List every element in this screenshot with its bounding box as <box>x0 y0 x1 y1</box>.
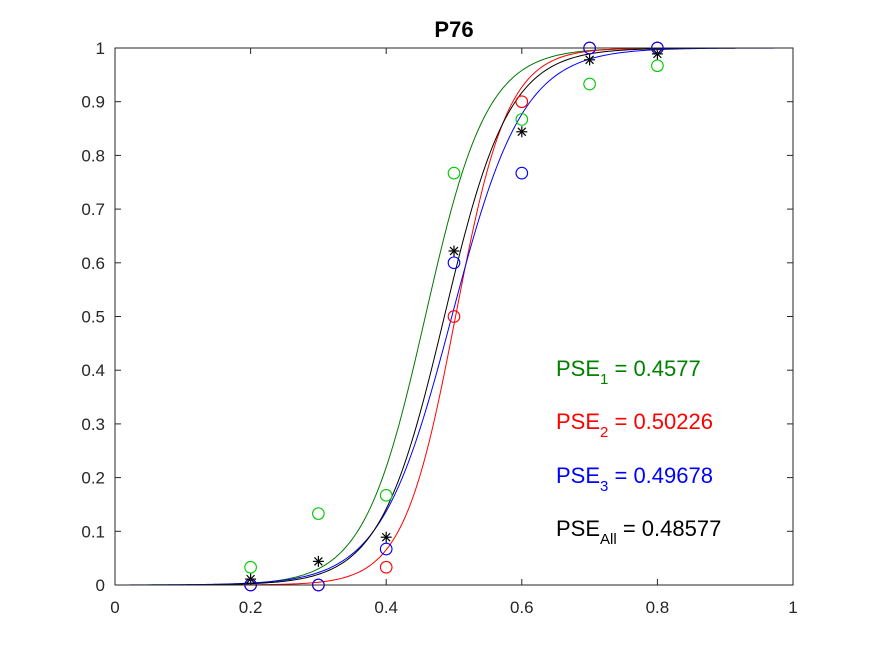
x-tick-label: 0.4 <box>374 598 398 617</box>
y-tick-label: 0.8 <box>81 146 105 165</box>
y-tick-label: 0.2 <box>81 469 105 488</box>
y-tick-label: 0 <box>96 576 105 595</box>
pse-value: = 0.48577 <box>617 516 722 541</box>
pse-value: = 0.49678 <box>608 463 713 488</box>
data-point-circle-series-1 <box>379 488 393 502</box>
pse-subscript: 2 <box>600 424 608 441</box>
pse-prefix: PSE <box>556 516 600 541</box>
y-tick-label: 0.1 <box>81 522 105 541</box>
y-tick-label: 1 <box>96 39 105 58</box>
data-point-asterisk <box>380 531 392 543</box>
chart-title: P76 <box>434 17 473 42</box>
pse-annotation-2: PSE2 = 0.50226 <box>556 409 713 441</box>
pse-annotation-3: PSE3 = 0.49678 <box>556 463 713 495</box>
data-point-circle-series-2 <box>447 310 461 323</box>
data-point-asterisk <box>516 126 528 138</box>
data-point-asterisk <box>584 54 596 66</box>
data-point-asterisk <box>448 245 460 257</box>
pse-subscript: All <box>600 531 617 548</box>
pse-subscript: 3 <box>600 478 608 495</box>
pse-subscript: 1 <box>600 371 608 388</box>
y-axis-tick-labels: 0 0.1 0.2 0.3 0.4 0.5 0.6 0.7 0.8 0.9 1 <box>81 39 105 595</box>
data-point-circle-series-1 <box>583 77 596 91</box>
pse-prefix: PSE <box>556 463 600 488</box>
data-point-asterisk <box>312 555 324 567</box>
data-point-circle-series-1 <box>447 166 461 180</box>
x-tick-label: 0.6 <box>510 598 534 617</box>
y-tick-label: 0.9 <box>81 93 105 112</box>
data-point-circle-series-3 <box>447 256 461 270</box>
pse-annotation-4: PSEAll = 0.48577 <box>556 516 721 548</box>
data-point-circle-series-1 <box>244 560 257 574</box>
y-tick-label: 0.7 <box>81 200 105 219</box>
data-point-circle-series-3 <box>379 542 393 556</box>
data-point-circle-series-1 <box>515 113 529 126</box>
pse-value: = 0.50226 <box>608 409 713 434</box>
data-point-circle-series-2 <box>379 560 393 574</box>
data-point-circle-series-1 <box>651 59 664 73</box>
x-tick-label: 0.8 <box>646 598 670 617</box>
pse-annotation-1: PSE1 = 0.4577 <box>556 356 701 388</box>
y-tick-label: 0.4 <box>81 361 105 380</box>
x-tick-label: 0 <box>110 598 119 617</box>
y-tick-label: 0.5 <box>81 308 105 327</box>
y-tick-label: 0.3 <box>81 415 105 434</box>
x-axis-tick-labels: 0 0.2 0.4 0.6 0.8 1 <box>110 598 797 617</box>
data-point-circle-series-1 <box>312 507 325 520</box>
y-tick-label: 0.6 <box>81 254 105 273</box>
x-tick-label: 1 <box>788 598 797 617</box>
pse-value: = 0.4577 <box>608 356 700 381</box>
pse-prefix: PSE <box>556 356 600 381</box>
pse-prefix: PSE <box>556 409 600 434</box>
axis-ticks-layer <box>114 47 794 586</box>
data-point-circle-series-3 <box>515 166 529 180</box>
x-tick-label: 0.2 <box>239 598 263 617</box>
plot-area <box>115 48 793 585</box>
data-point-circle-series-2 <box>515 95 529 109</box>
